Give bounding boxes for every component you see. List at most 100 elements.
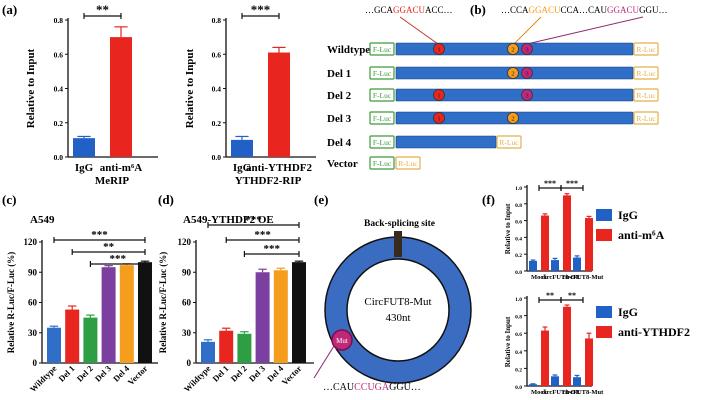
chart-c-bar-0 — [47, 327, 61, 363]
chart-f2-ytick-label: 0.0 — [515, 385, 522, 391]
chart-merip: 0.0 0.2 0.4 0.6 0.8 Relative to Input IgG anti-… — [25, 2, 158, 174]
chart-d-xtick-label: Del 3 — [247, 363, 267, 383]
r-luc-label: R-Luc — [636, 69, 656, 78]
chart-a2-ytick-label: 0.0 — [212, 153, 222, 162]
mutation-seq-pre: …CAU — [323, 382, 355, 393]
panel-label-e: (e) — [314, 192, 328, 207]
circrna-length: 430nt — [385, 312, 410, 324]
r-luc-box — [395, 156, 421, 170]
connector-site1 — [399, 16, 439, 45]
f-luc-box — [369, 135, 395, 149]
m6a-site-1 — [433, 43, 445, 55]
legend-f1: IgG anti-m⁶A — [596, 208, 665, 242]
backsplice-label: Back-splicing site — [364, 219, 435, 229]
seq-site3-motif: GGACU — [607, 5, 640, 15]
r-luc-label: R-Luc — [636, 114, 656, 123]
chart-a2-xtick-label: anti-YTHDF2 — [246, 162, 313, 174]
chart-c-sig1-label: *** — [91, 229, 108, 241]
mutation-seq-post: GGU… — [389, 382, 421, 393]
chart-f2-ytick-label: 1.0 — [515, 297, 522, 303]
backsplice-marker — [394, 231, 402, 257]
legend-f2: IgG anti-YTHDF2 — [596, 305, 690, 339]
chart-a2-ytick-label: 0.4 — [212, 85, 222, 94]
chart-c-bar-4 — [119, 265, 134, 363]
chart-f2-ytick-label: 0.8 — [515, 315, 522, 321]
f-luc-label: F-Luc — [373, 91, 392, 100]
chart-c-sig3-label: *** — [109, 253, 126, 265]
legend-f2-anti-swatch — [596, 326, 612, 338]
chart-c-ytick-label: 30 — [28, 328, 38, 338]
construct-label: Vector — [327, 158, 358, 170]
chart-f1-ylabel: Relative to Input — [504, 203, 512, 254]
chart-c-bar-1 — [65, 309, 80, 363]
chart-c-ytick-label: 0 — [33, 358, 38, 368]
f-luc-label: F-Luc — [373, 69, 392, 78]
chart-f2-sig1-label: ** — [546, 291, 554, 300]
chart-d-bar-2 — [237, 333, 252, 363]
chart-a1-xlabel: MeRIP — [95, 175, 129, 187]
chart-f1-sig1-label: *** — [544, 179, 556, 188]
chart-d-ytick-label: 120 — [178, 237, 192, 247]
chart-f1-bar-anti-2 — [585, 218, 593, 271]
chart-f1-ytick-label: 0.0 — [515, 270, 522, 276]
chart-c-bar-5 — [138, 262, 152, 363]
chart-f1-bar-anti-1 — [563, 195, 571, 271]
chart-d-bar-1 — [219, 330, 234, 363]
m6a-site-2 — [507, 43, 519, 55]
chart-d-bar-0 — [201, 341, 215, 363]
seq-site1-motif: GGACU — [393, 5, 426, 15]
insert-bar — [395, 135, 497, 149]
chart-c-ytick-label: 60 — [28, 298, 38, 308]
m6a-site-2 — [507, 112, 519, 124]
chart-f1-bar-anti-0 — [541, 215, 549, 271]
chart-a2-xtick-label: IgG — [233, 162, 252, 174]
chart-f1-xtick-label: circFUT8-OE — [542, 274, 580, 281]
chart-d-xtick-label: Vector — [280, 363, 304, 387]
m6a-site-2-label: 2 — [511, 71, 514, 78]
chart-d-sig3-label: *** — [263, 243, 280, 255]
chart-f2-bar-igg-2 — [573, 377, 581, 386]
chart-c-ytick-label: 90 — [28, 267, 38, 277]
chart-f1-ytick-label: 0.4 — [515, 236, 522, 242]
chart-a1-xtick-label: IgG — [75, 162, 94, 174]
chart-a1-bar-igg — [73, 138, 95, 157]
chart-f2-bar-anti-2 — [585, 338, 593, 386]
chart-a1-ytick-label: 0.0 — [54, 153, 64, 162]
mutation-seq-motif: CCUGA — [354, 382, 390, 393]
legend-f1-anti-label: anti-m⁶A — [618, 228, 665, 242]
chart-f2-xtick-label: circFUT8-Mut — [563, 389, 605, 396]
chart-c-bar-3 — [101, 267, 116, 363]
chart-a2-ylabel: Relative to Input — [184, 48, 196, 128]
chart-f2-sig2-label: ** — [568, 291, 576, 300]
m6a-site-1-label: 1 — [437, 93, 440, 100]
m6a-site-3-label: 3 — [525, 71, 528, 78]
r-luc-box — [633, 66, 659, 80]
chart-f1-bar-igg-0 — [529, 260, 537, 271]
legend-f1-igg-label: IgG — [618, 208, 638, 222]
seq-site1-post: ACC… — [425, 5, 453, 15]
chart-a2-xlabel: YTHDF2-RIP — [235, 175, 302, 187]
chart-f1-ytick-label: 0.2 — [515, 253, 522, 259]
mutation-site-label: Mut — [336, 337, 348, 345]
f-luc-box — [369, 111, 395, 125]
circrna-ring — [325, 237, 471, 383]
legend-f1-anti-swatch — [596, 229, 612, 241]
chart-a1-ytick-label: 0.6 — [54, 50, 64, 59]
chart-f1-ytick-label: 0.8 — [515, 203, 522, 209]
circrna-name: CircFUT8-Mut — [364, 296, 431, 308]
seq-site23-post: GGU… — [639, 5, 668, 15]
seq-site2-motif: GGACU — [529, 5, 562, 15]
f-luc-box — [369, 156, 395, 170]
chart-a1-ytick-label: 0.4 — [54, 85, 64, 94]
chart-a2-sig-label: *** — [251, 2, 271, 17]
chart-f1-xtick-label: Mock — [531, 274, 547, 281]
chart-f1-ytick-label: 0.6 — [515, 220, 522, 226]
chart-f2-ytick-label: 0.6 — [515, 332, 522, 338]
chart-d-bar-4 — [273, 270, 288, 363]
mutation-site-marker — [331, 329, 353, 351]
f-luc-label: F-Luc — [373, 159, 392, 168]
mutation-connector — [313, 345, 335, 379]
chart-d-ytick-label: 0 — [187, 358, 192, 368]
